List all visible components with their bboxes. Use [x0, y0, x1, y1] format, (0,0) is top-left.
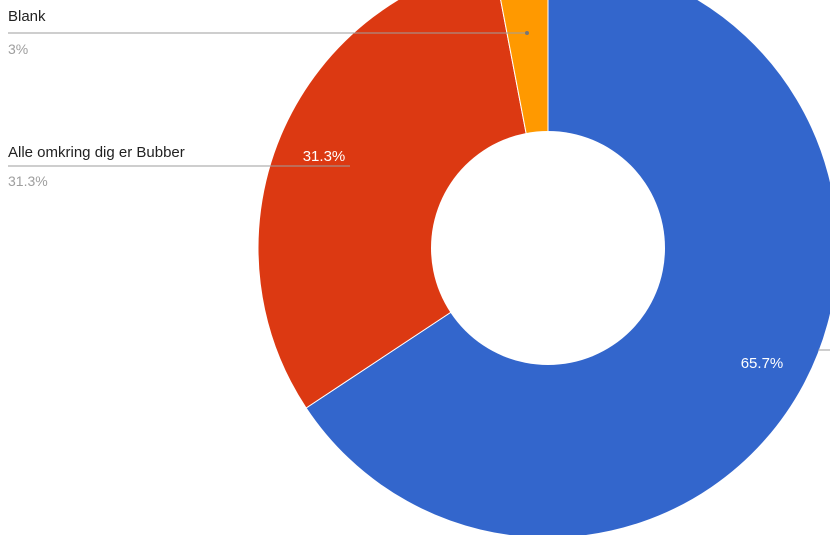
- slice-blank: [500, 0, 549, 249]
- leader-dot-blank: [525, 31, 529, 35]
- legend-label-blank: Blank: [8, 8, 46, 25]
- donut-hole: [431, 131, 665, 365]
- leader-lines-group: [8, 31, 830, 351]
- legend-value-bubber: 31.3%: [8, 173, 48, 189]
- slice-label-red: 31.3%: [303, 148, 346, 165]
- legend-label-bubber: Alle omkring dig er Bubber: [8, 144, 185, 161]
- legend-value-blank: 3%: [8, 41, 28, 57]
- slice-label-blue: 65.7%: [741, 355, 784, 372]
- slice-red: [257, 0, 549, 409]
